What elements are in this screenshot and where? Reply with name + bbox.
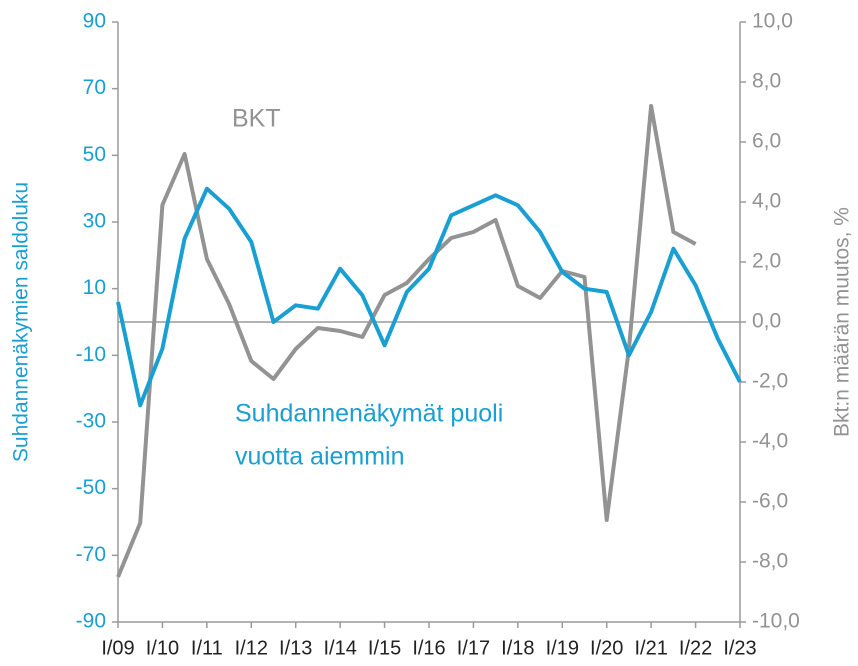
x-tick-label: I/18	[501, 637, 534, 659]
x-tick-label: I/23	[723, 637, 756, 659]
x-tick-label: I/09	[101, 637, 134, 659]
y2-tick-label: 6,0	[752, 130, 781, 153]
series-line	[116, 104, 697, 578]
y2-tick-label: -10,0	[752, 610, 800, 633]
y2-tick-label: 8,0	[752, 70, 781, 93]
y-tick-label: 30	[83, 210, 106, 233]
x-tick-label: I/13	[279, 637, 312, 659]
x-tick-label: I/10	[146, 637, 179, 659]
y-tick-label: 90	[83, 10, 106, 33]
y-tick-label: 70	[83, 76, 106, 99]
y2-tick-label: 10,0	[752, 10, 793, 33]
x-tick-label: I/14	[323, 637, 356, 659]
y2-axis-label: Bkt:n määrän muutos, %	[831, 207, 854, 437]
x-tick-label: I/16	[412, 637, 445, 659]
y-tick-label: -70	[76, 543, 106, 566]
y-tick-label: -90	[76, 610, 106, 633]
x-tick-label: I/12	[235, 637, 268, 659]
x-tick-label: I/22	[679, 637, 712, 659]
y2-tick-label: 0,0	[752, 310, 781, 333]
annotation: vuotta aiemmin	[235, 443, 405, 471]
y2-tick-label: 4,0	[752, 190, 781, 213]
y-axis-label: Suhdannenäkymien saldoluku	[10, 182, 33, 462]
x-tick-label: I/15	[368, 637, 401, 659]
y2-tick-label: 2,0	[752, 250, 781, 273]
y2-tick-label: -4,0	[752, 430, 788, 453]
y2-tick-label: -8,0	[752, 550, 788, 573]
x-tick-label: I/20	[590, 637, 623, 659]
annotation: BKT	[232, 105, 281, 133]
y-tick-label: 10	[83, 276, 106, 299]
y-tick-label: -50	[76, 476, 106, 499]
y-tick-label: 50	[83, 143, 106, 166]
x-tick-label: I/21	[634, 637, 667, 659]
x-tick-label: I/11	[191, 637, 223, 659]
y-tick-label: -30	[76, 410, 106, 433]
y2-tick-label: -6,0	[752, 490, 788, 513]
x-tick-label: I/17	[457, 637, 490, 659]
x-tick-label: I/19	[546, 637, 579, 659]
annotation: Suhdannenäkymät puoli	[235, 400, 503, 428]
y-tick-label: -10	[76, 343, 106, 366]
y2-tick-label: -2,0	[752, 370, 788, 393]
series-line	[116, 186, 742, 408]
